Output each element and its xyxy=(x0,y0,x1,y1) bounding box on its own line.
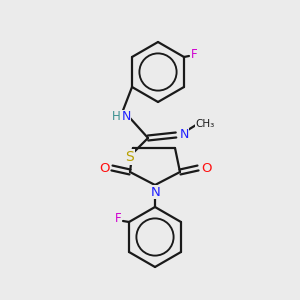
Text: F: F xyxy=(115,212,121,226)
Text: CH₃: CH₃ xyxy=(195,119,214,129)
Text: O: O xyxy=(99,161,109,175)
Text: F: F xyxy=(191,49,197,62)
Text: H: H xyxy=(112,110,120,124)
Text: N: N xyxy=(151,185,161,199)
Text: N: N xyxy=(121,110,131,124)
Text: N: N xyxy=(179,128,189,140)
Text: O: O xyxy=(201,161,211,175)
Text: S: S xyxy=(126,150,134,164)
